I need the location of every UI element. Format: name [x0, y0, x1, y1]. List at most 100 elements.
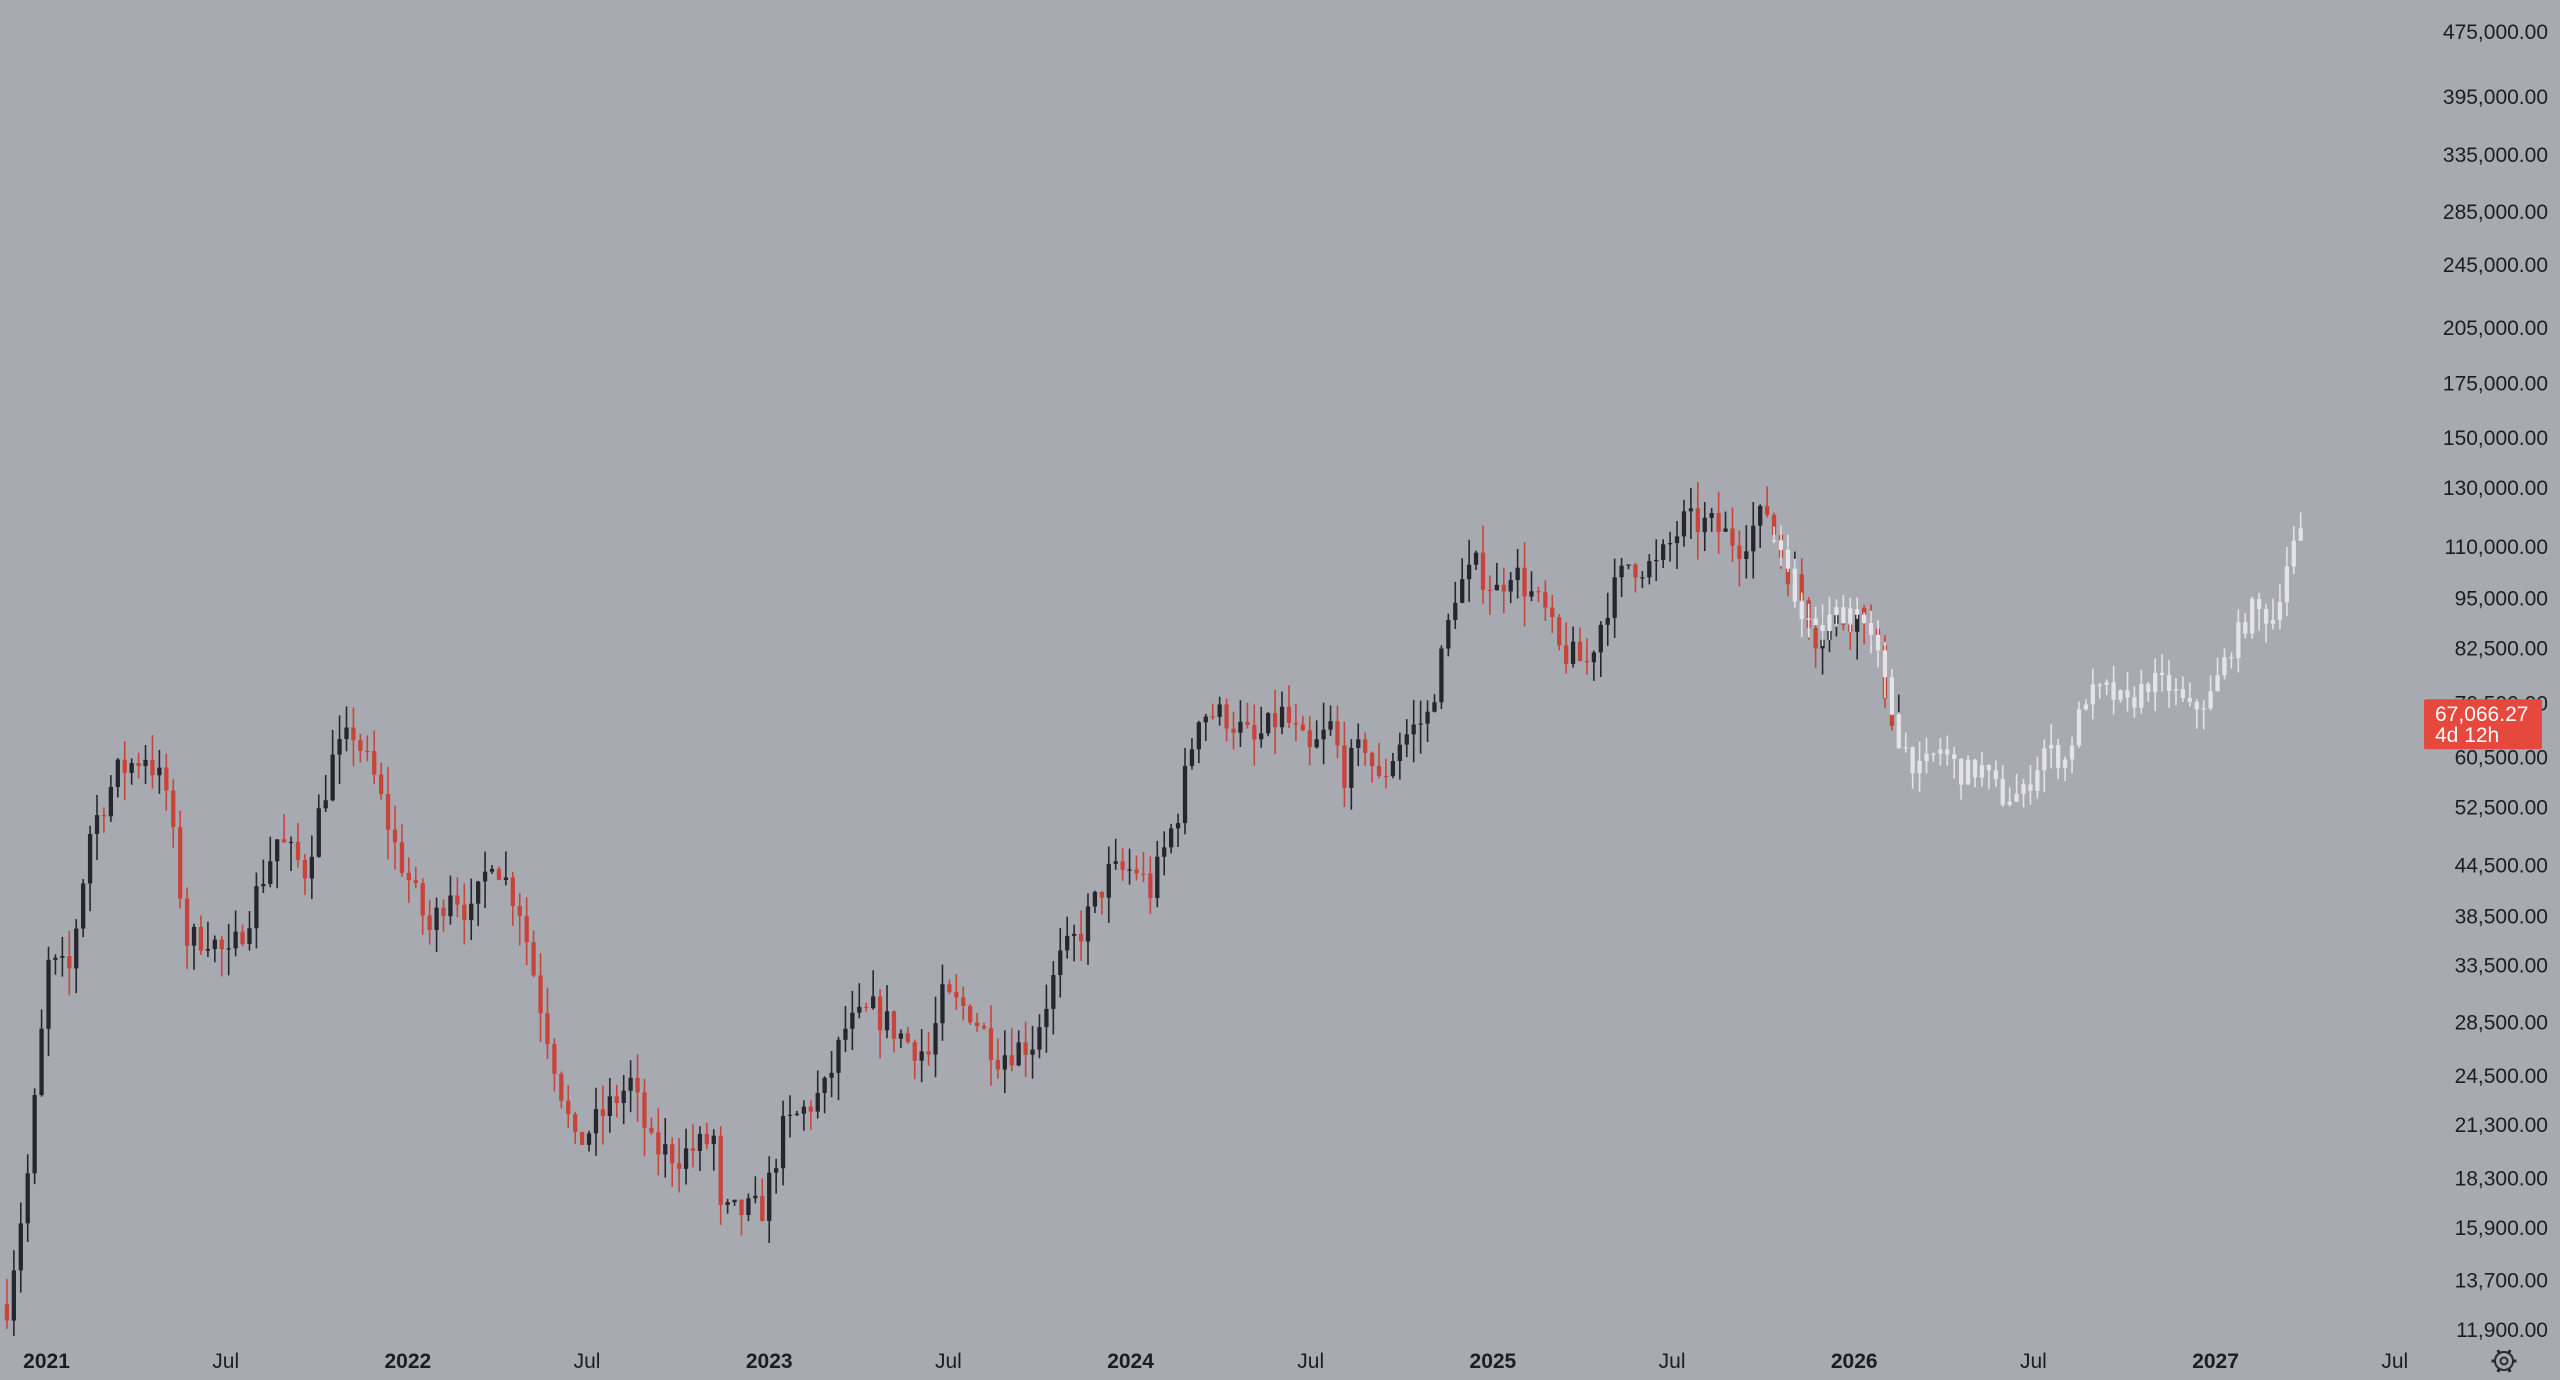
price-candle	[1224, 698, 1229, 742]
price-candle-body	[1016, 1042, 1021, 1066]
price-candle-body	[940, 984, 945, 1024]
price-candle-body	[1023, 1042, 1028, 1055]
price-candle-body	[1051, 975, 1056, 1009]
price-candle	[891, 1010, 897, 1053]
price-candle	[378, 762, 384, 800]
price-candle-body	[794, 1113, 800, 1115]
price-candle-body	[704, 1133, 709, 1145]
price-candle-body	[1446, 619, 1451, 649]
price-candle-body	[697, 1133, 703, 1151]
price-candle	[531, 930, 536, 978]
price-candle-body	[1300, 724, 1305, 731]
price-candle	[1155, 840, 1160, 908]
projection-candle	[2111, 665, 2116, 715]
price-candle-body	[191, 926, 197, 946]
projection-candle	[2062, 756, 2068, 781]
price-candle-body	[1009, 1055, 1014, 1066]
price-candle-body	[545, 1013, 550, 1045]
projection-candle	[1979, 751, 1985, 787]
price-axis-tick: 175,000.00	[2443, 373, 2548, 396]
price-candle	[1716, 491, 1721, 554]
price-candle-body	[1681, 511, 1687, 537]
projection-candle-body	[2236, 622, 2241, 659]
price-candle	[1245, 702, 1250, 729]
time-axis[interactable]: 2021 Jul 2022 Jul 2023 Jul 2024 Jul 2025 Jul 2026 J…	[23, 1350, 2408, 1373]
current-price-value: 67,066.27	[2435, 703, 2528, 726]
price-candle-body	[864, 1006, 869, 1009]
price-candle-body	[1078, 933, 1084, 942]
projection-candle	[1986, 764, 1992, 790]
projection-candle-body	[2069, 745, 2075, 760]
price-candle	[1536, 586, 1541, 603]
price-candle	[1286, 685, 1292, 729]
price-candle-body	[912, 1042, 917, 1061]
price-candle-body	[593, 1109, 599, 1134]
price-candle	[1674, 521, 1680, 570]
price-candle-body	[489, 868, 495, 872]
projection-candle	[1965, 755, 1971, 785]
projection-candle	[1945, 735, 1950, 766]
projection-candle-body	[1945, 749, 1950, 755]
price-candle-body	[1196, 722, 1202, 750]
price-candle-body	[614, 1096, 619, 1104]
price-candle	[704, 1122, 709, 1150]
projection-candle-body	[2083, 704, 2089, 710]
price-candle	[74, 919, 79, 994]
price-candle-body	[1134, 869, 1139, 874]
price-candle	[81, 879, 86, 938]
projection-candle-body	[2111, 682, 2116, 700]
projection-candle-body	[2035, 770, 2040, 791]
price-candle-body	[1709, 513, 1714, 518]
price-candle-body	[1695, 508, 1700, 533]
settings-button[interactable]	[2491, 1349, 2517, 1373]
price-candle-body	[732, 1199, 737, 1203]
price-candle	[1661, 539, 1666, 568]
time-axis-tick: Jul	[1659, 1350, 1686, 1373]
price-candle	[372, 730, 377, 785]
price-axis-tick: 44,500.00	[2455, 855, 2548, 878]
price-candle-body	[1238, 721, 1243, 733]
projection-candle	[2125, 672, 2130, 712]
price-candle-body	[995, 1059, 1001, 1070]
price-candle-body	[351, 727, 356, 741]
price-candle	[136, 752, 141, 779]
price-candle-body	[1182, 765, 1188, 824]
price-candle	[836, 1036, 841, 1101]
price-candle	[1252, 704, 1257, 766]
gear-icon[interactable]	[2491, 1349, 2517, 1373]
price-candle	[1460, 558, 1465, 604]
price-candle-body	[1647, 561, 1652, 578]
price-candle-body	[482, 871, 488, 882]
price-candle	[1515, 548, 1520, 599]
price-candle	[995, 1038, 1001, 1079]
price-candle-body	[1092, 891, 1098, 907]
price-candle-body	[1813, 627, 1818, 649]
projection-candle	[2056, 739, 2061, 780]
projection-candle	[1792, 558, 1797, 608]
price-candle	[1557, 614, 1562, 651]
price-candle-body	[1314, 739, 1319, 748]
price-candle	[323, 775, 328, 813]
price-candle	[1113, 838, 1118, 870]
price-candle	[60, 936, 65, 977]
price-candle	[1473, 550, 1479, 570]
price-candle	[1092, 890, 1098, 914]
price-candle	[11, 1250, 17, 1337]
price-candle	[1564, 622, 1569, 674]
price-candle	[150, 735, 155, 789]
projection-candle-body	[2291, 540, 2296, 567]
price-candle	[1751, 501, 1756, 579]
projection-candle-body	[1827, 614, 1832, 631]
price-candle	[1044, 984, 1049, 1053]
projection-candle-body	[2049, 744, 2054, 749]
price-candle	[1702, 502, 1707, 552]
price-candle	[1148, 856, 1153, 915]
projection-candle	[2104, 679, 2109, 695]
price-axis[interactable]: 475,000.00 395,000.00 335,000.00 285,000.00…	[2443, 21, 2548, 1342]
price-candle-body	[448, 895, 453, 917]
projection-candle	[1917, 741, 1922, 792]
price-candle	[1030, 1025, 1035, 1079]
